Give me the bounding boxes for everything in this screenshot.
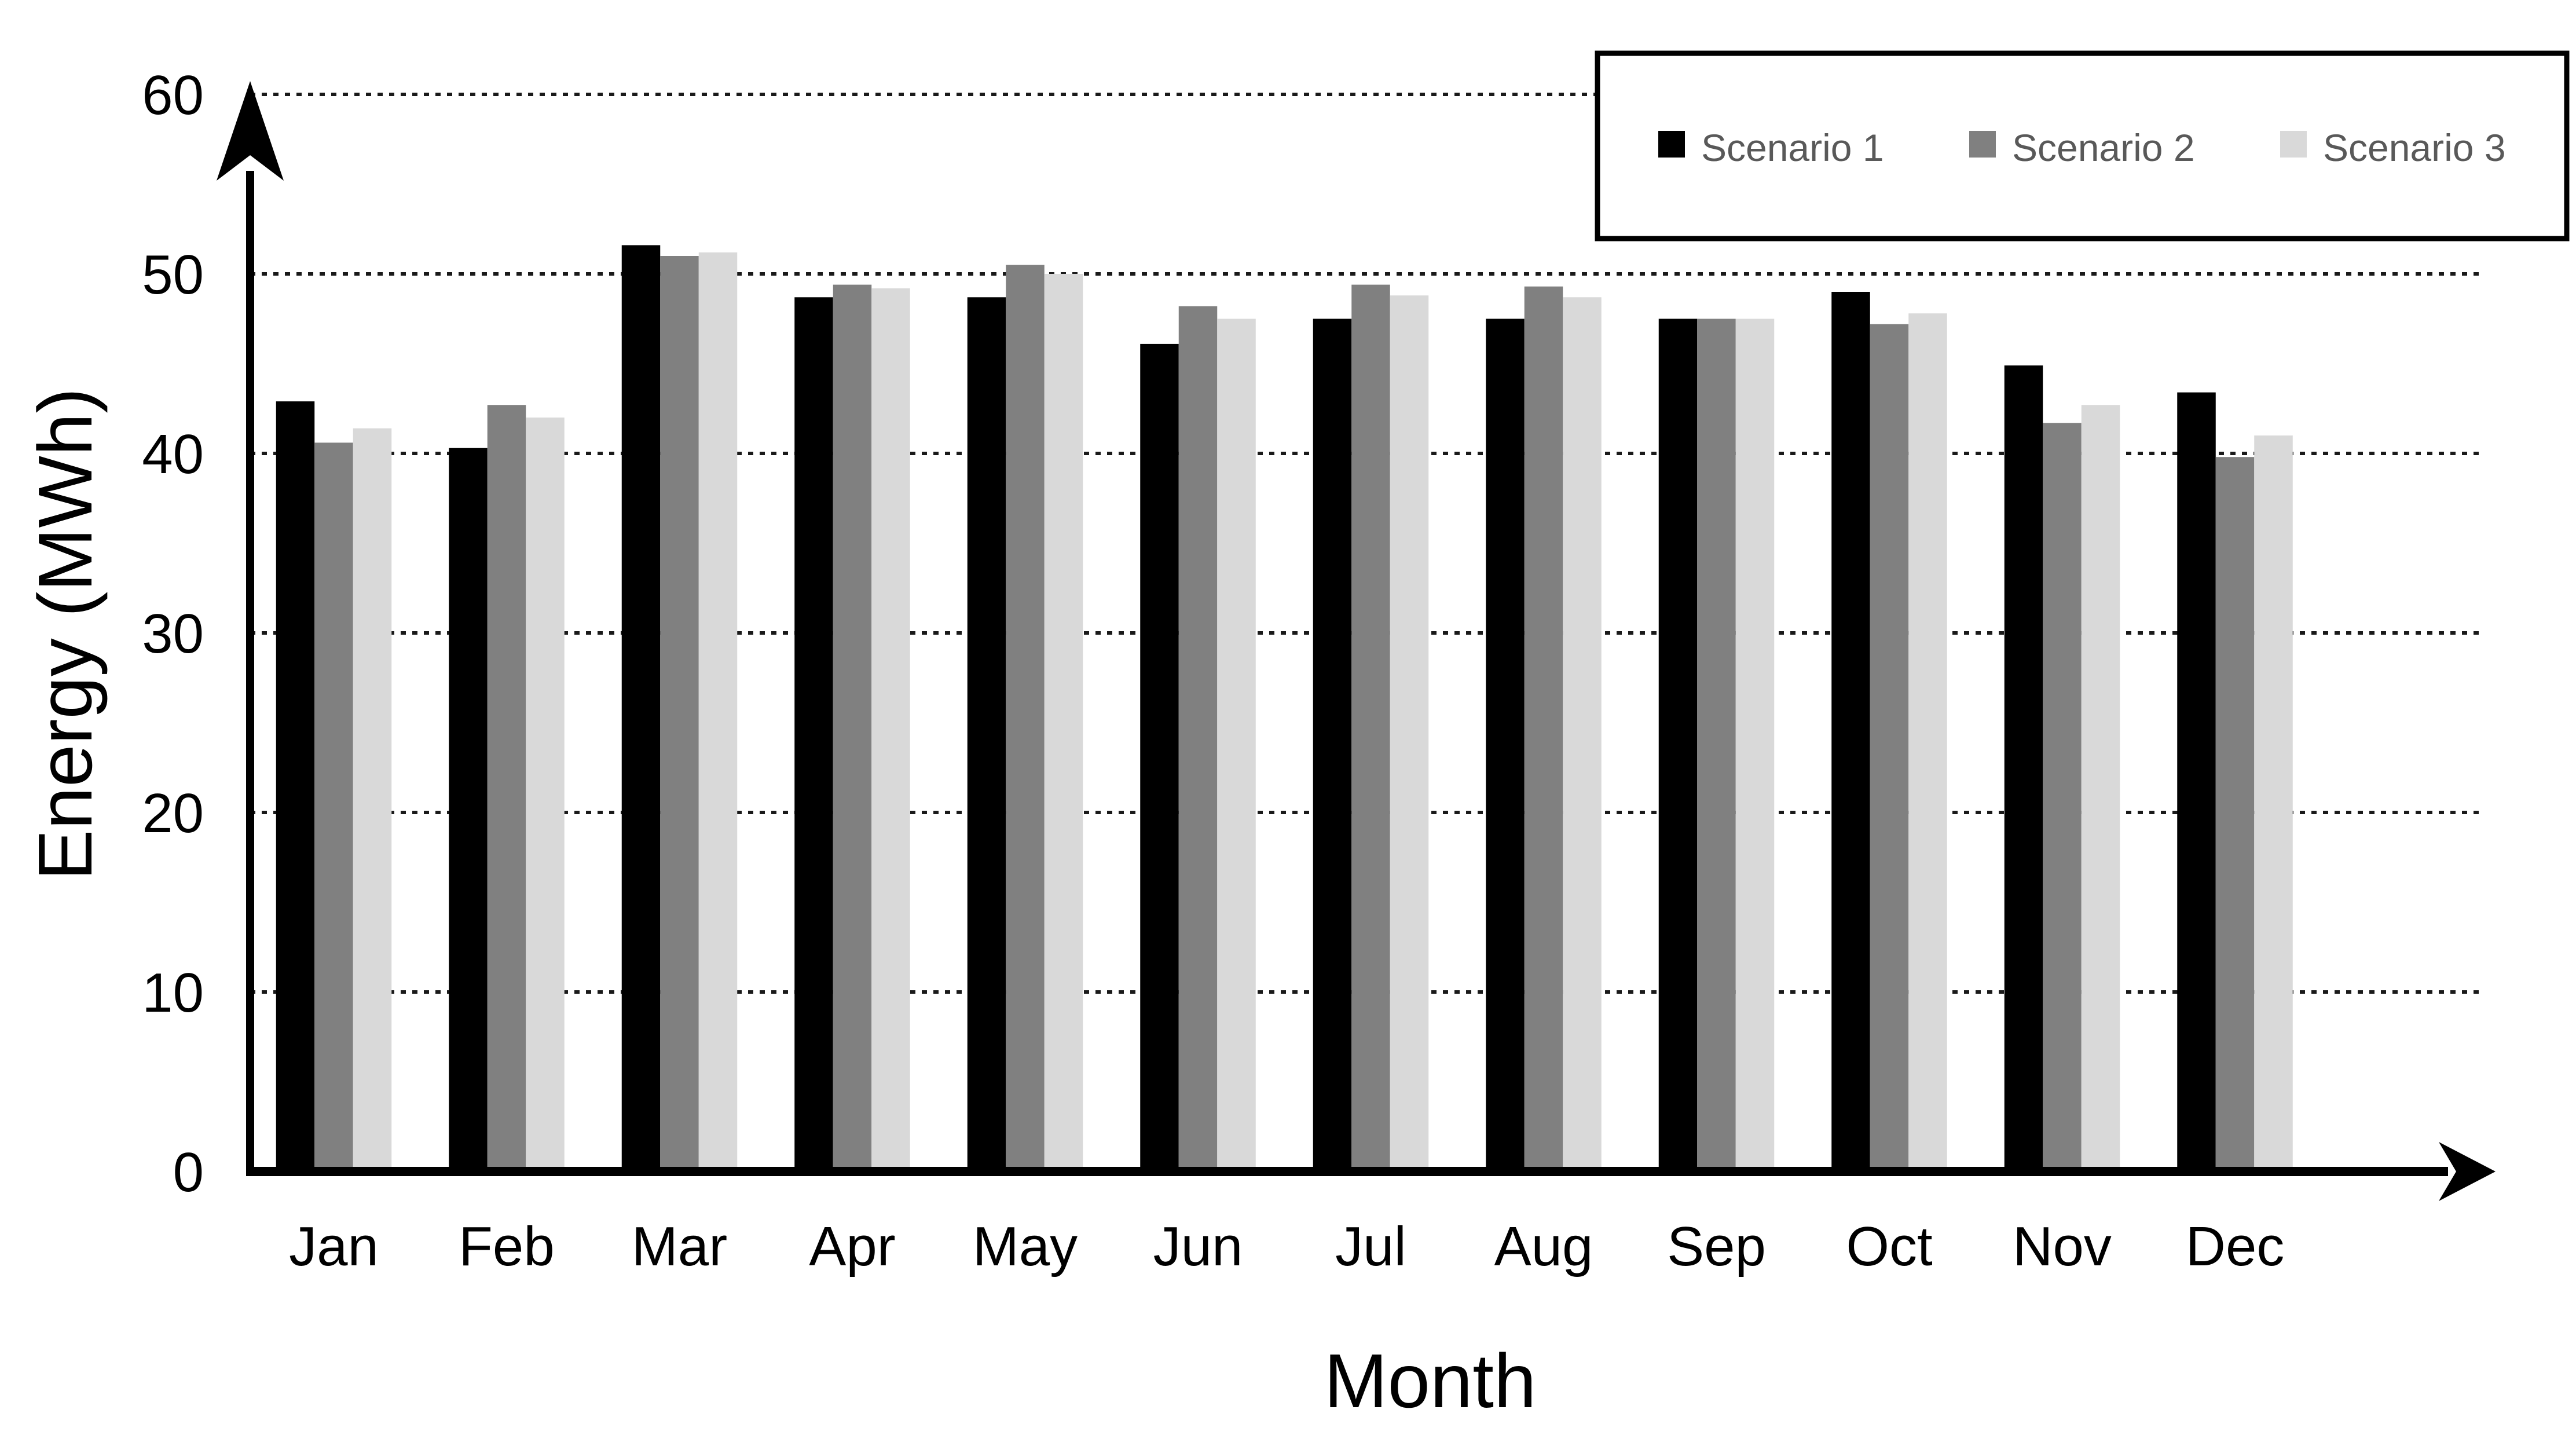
y-tick-label-40: 40 (142, 423, 204, 485)
x-tick-label-feb: Feb (459, 1216, 554, 1277)
x-axis-title: Month (1324, 1338, 1537, 1423)
bar-scenario-3-sep (1735, 319, 1775, 1172)
bar-scenario-3-aug (1563, 297, 1602, 1172)
bar-scenario-1-aug (1486, 319, 1525, 1172)
x-tick-label-nov: Nov (2013, 1216, 2112, 1277)
bar-scenario-3-apr (871, 288, 910, 1172)
bar-scenario-2-sep (1697, 319, 1736, 1172)
bar-scenario-2-jan (314, 442, 353, 1172)
bar-scenario-3-dec (2254, 435, 2293, 1172)
y-tick-label-20: 20 (142, 782, 204, 844)
bar-scenario-2-apr (833, 284, 872, 1172)
legend-box (1595, 50, 2570, 241)
bar-scenario-3-oct (1908, 313, 1947, 1172)
legend-swatch-scenario-1 (1658, 131, 1685, 158)
x-tick-label-may: May (973, 1216, 1078, 1277)
x-tick-label-apr: Apr (809, 1216, 895, 1277)
bar-scenario-1-may (967, 297, 1006, 1172)
bar-scenario-2-may (1006, 265, 1045, 1172)
bar-scenario-2-jul (1351, 284, 1390, 1172)
x-tick-label-sep: Sep (1667, 1216, 1766, 1277)
y-tick-label-60: 60 (142, 64, 204, 126)
bar-scenario-2-jun (1178, 306, 1218, 1172)
bar-scenario-3-jun (1217, 319, 1256, 1172)
y-tick-label-50: 50 (142, 244, 204, 306)
x-tick-label-oct: Oct (1846, 1216, 1932, 1277)
bar-scenario-2-aug (1524, 286, 1563, 1172)
bar-scenario-1-jan (276, 401, 315, 1172)
bar-scenario-1-feb (449, 448, 488, 1172)
legend-label-scenario-3: Scenario 3 (2323, 126, 2506, 169)
legend-swatch-scenario-2 (1969, 131, 1996, 158)
y-axis-arrow-icon (217, 81, 284, 181)
bar-scenario-1-jul (1313, 319, 1352, 1172)
bar-scenario-2-nov (2043, 423, 2082, 1172)
legend-label-scenario-1: Scenario 1 (1701, 126, 1884, 169)
y-tick-label-10: 10 (142, 962, 204, 1024)
bar-scenario-2-mar (660, 256, 699, 1172)
bar-scenario-2-feb (487, 405, 526, 1172)
bar-scenario-1-apr (794, 297, 833, 1172)
bar-scenario-1-sep (1658, 319, 1698, 1172)
bar-scenario-3-mar (698, 252, 738, 1172)
legend-swatch-scenario-3 (2280, 131, 2307, 158)
y-axis-title: Energy (MWh) (23, 388, 108, 881)
bar-scenario-1-dec (2177, 392, 2216, 1172)
x-axis-arrow-icon (2439, 1142, 2496, 1201)
x-tick-label-jun: Jun (1153, 1216, 1243, 1277)
bar-scenario-3-jul (1390, 295, 1429, 1172)
bar-scenario-3-may (1044, 274, 1083, 1172)
bar-scenario-2-dec (2215, 457, 2255, 1172)
bar-scenario-1-jun (1140, 343, 1179, 1172)
bar-scenario-3-nov (2081, 405, 2120, 1172)
x-tick-label-jul: Jul (1335, 1216, 1406, 1277)
bar-scenario-1-mar (621, 245, 661, 1172)
legend-label-scenario-2: Scenario 2 (2012, 126, 2195, 169)
x-tick-label-jan: Jan (289, 1216, 379, 1277)
y-tick-label-0: 0 (173, 1141, 204, 1203)
y-tick-label-30: 30 (142, 603, 204, 665)
bar-scenario-2-oct (1870, 324, 1909, 1172)
bar-scenario-1-nov (2004, 365, 2043, 1172)
x-tick-label-dec: Dec (2186, 1216, 2285, 1277)
bar-scenario-1-oct (1831, 292, 1870, 1172)
bar-scenario-3-feb (526, 418, 565, 1172)
x-tick-label-aug: Aug (1494, 1216, 1593, 1277)
x-tick-label-mar: Mar (632, 1216, 727, 1277)
bar-scenario-3-jan (353, 428, 392, 1172)
